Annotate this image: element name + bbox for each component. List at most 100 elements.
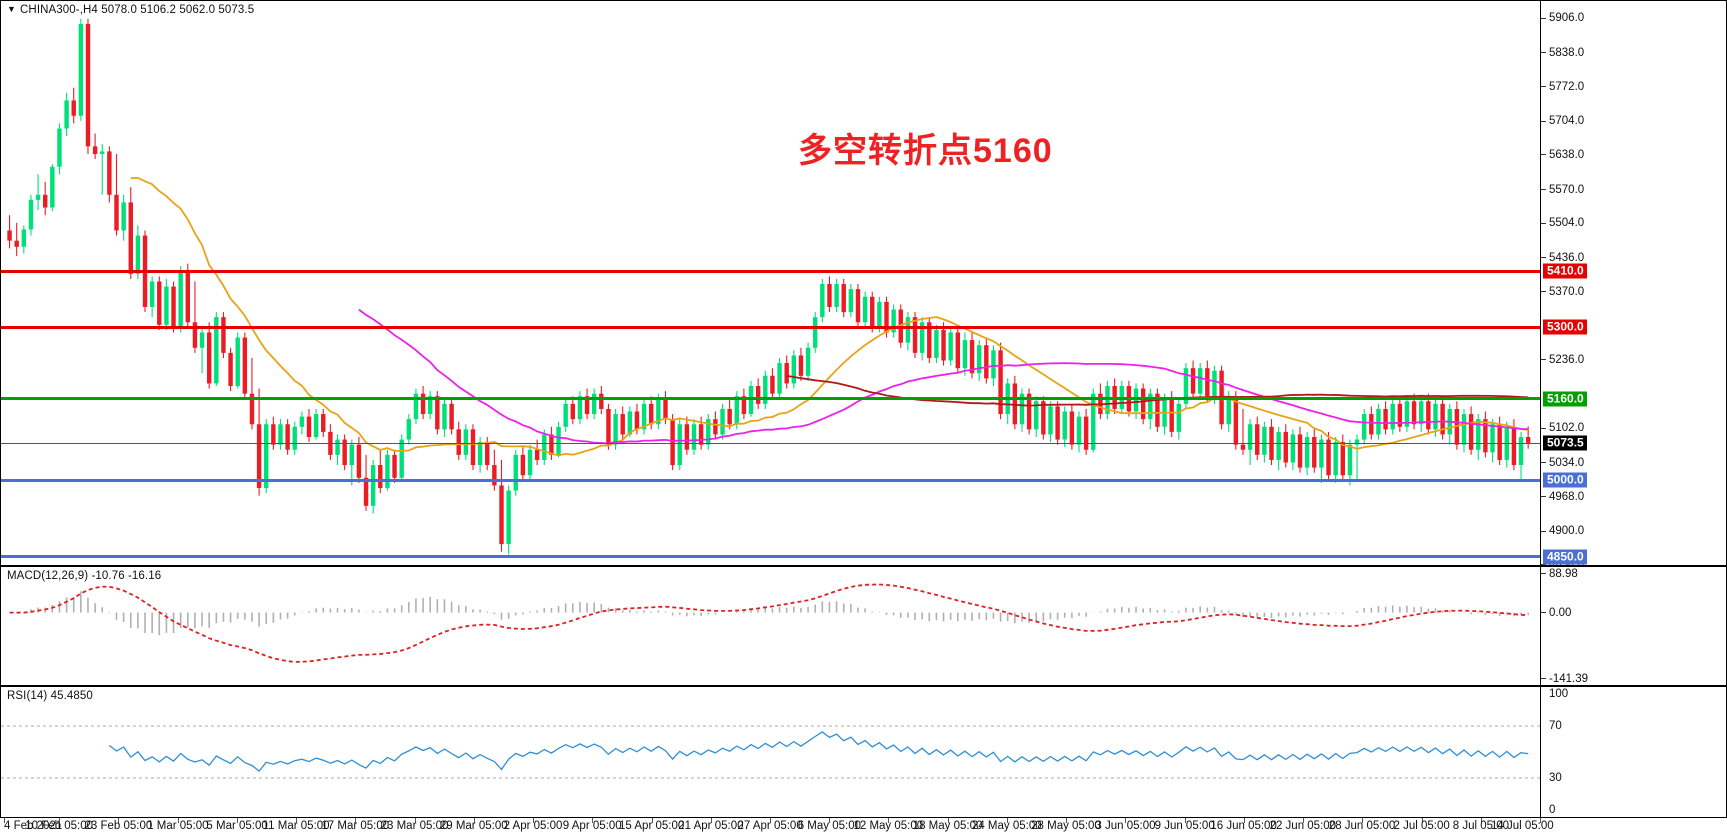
rsi-panel: 100 70 30 0 RSI(14) 45.4850 [0, 686, 1727, 818]
x-axis-label: 28 Jun 05:00 [1328, 820, 1396, 832]
x-axis-tick [1185, 818, 1186, 823]
x-axis-label: 29 Mar 05:00 [439, 820, 508, 832]
price-level-line-5300-0 [1, 325, 1540, 329]
x-axis-label: 23 Feb 05:00 [84, 820, 153, 832]
x-axis-tick [1540, 818, 1541, 823]
x-axis-label: 21 Apr 05:00 [678, 820, 744, 832]
x-axis-tick [592, 818, 593, 823]
x-axis-label: 14 Jul 05:00 [1491, 820, 1554, 832]
price-axis-tick: 5638.0 [1541, 149, 1584, 161]
price-axis-tick: 5906.0 [1541, 12, 1584, 24]
x-axis[interactable]: 4 Feb 2021 10 Feb 05:00 23 Feb 05:00 1 Mar … [0, 818, 1727, 840]
price-axis-tick: 5370.0 [1541, 286, 1584, 298]
macd-label: MACD(12,26,9) -10.76 -16.16 [7, 570, 162, 582]
x-axis-tick [59, 818, 60, 823]
price-y-axis[interactable]: 5906.0 5838.0 5772.0 5704.0 5638.0 5570.0 5504… [1540, 1, 1726, 565]
price-axis-tick: 4900.0 [1541, 525, 1584, 537]
price-axis-tick: 5838.0 [1541, 47, 1584, 59]
x-axis-label: 10 Feb 05:00 [25, 820, 93, 832]
x-axis-label: 28 May 05:00 [1031, 820, 1101, 832]
price-panel: 5906.0 5838.0 5772.0 5704.0 5638.0 5570.0 5504… [0, 0, 1727, 566]
x-axis-label: 23 Mar 05:00 [380, 820, 449, 832]
price-axis-tick: 5034.0 [1541, 457, 1584, 469]
x-axis-tick [1422, 818, 1423, 823]
symbol-header: ▼ CHINA300-,H4 5078.0 5106.2 5062.0 5073.… [7, 4, 254, 16]
price-level-tag-5410-0[interactable]: 5410.0 [1543, 263, 1587, 279]
x-axis-tick [533, 818, 534, 823]
rsi-axis-tick: 70 [1549, 720, 1562, 732]
macd-y-axis[interactable]: 88.98 0.00 -141.39 [1540, 567, 1726, 685]
x-axis-tick [829, 818, 830, 823]
x-axis-tick [4, 818, 5, 823]
x-axis-tick [296, 818, 297, 823]
x-axis-label: 27 Apr 05:00 [737, 820, 803, 832]
x-axis-label: 22 Jun 05:00 [1269, 820, 1337, 832]
x-axis-tick [1125, 818, 1126, 823]
rsi-label: RSI(14) 45.4850 [7, 690, 93, 702]
x-axis-tick [178, 818, 179, 823]
x-axis-label: 9 Apr 05:00 [562, 820, 622, 832]
x-axis-label: 18 May 05:00 [912, 820, 983, 832]
x-axis-tick [652, 818, 653, 823]
macd-axis-tick: 88.98 [1541, 568, 1578, 580]
price-plot-area[interactable] [1, 1, 1540, 565]
x-axis-label: 3 Jun 05:00 [1095, 820, 1156, 832]
rsi-y-axis[interactable]: 100 70 30 0 [1540, 687, 1726, 817]
x-axis-tick [1066, 818, 1067, 823]
x-axis-label: 1 Mar 05:00 [147, 820, 209, 832]
x-axis-label: 8 Jul 05:00 [1452, 820, 1510, 832]
x-axis-tick [888, 818, 889, 823]
x-axis-label: 6 May 05:00 [797, 820, 862, 832]
macd-axis-tick: 0.00 [1541, 607, 1571, 619]
price-level-tag-5160-0[interactable]: 5160.0 [1543, 391, 1587, 407]
rsi-svg [1, 725, 1540, 779]
x-axis-label: 9 Jun 05:00 [1154, 820, 1215, 832]
x-axis-label: 15 Apr 05:00 [619, 820, 685, 832]
x-axis-tick [237, 818, 238, 823]
x-axis-label: 5 Mar 05:00 [206, 820, 268, 832]
x-axis-tick [118, 818, 119, 823]
price-level-line-4850-0 [1, 555, 1540, 559]
rsi-plot-area[interactable] [1, 687, 1540, 817]
macd-panel: 88.98 0.00 -141.39 MACD(12,26,9) -10.76 -1… [0, 566, 1727, 686]
rsi-axis-tick: 30 [1549, 772, 1562, 784]
macd-axis-tick: -141.39 [1541, 673, 1588, 685]
x-axis-label: 11 Mar 05:00 [262, 820, 330, 832]
x-axis-tick [1481, 818, 1482, 823]
price-level-line-5160-0 [1, 397, 1540, 401]
x-axis-tick [415, 818, 416, 823]
x-axis-tick [711, 818, 712, 823]
x-axis-tick [474, 818, 475, 823]
macd-svg [9, 583, 1529, 663]
x-axis-label: 16 Jun 05:00 [1210, 820, 1277, 832]
price-axis-tick: 5570.0 [1541, 184, 1584, 196]
x-axis-tick [355, 818, 356, 823]
price-level-tag-4850-0[interactable]: 4850.0 [1543, 549, 1587, 565]
collapse-caret-icon[interactable]: ▼ [7, 4, 17, 14]
x-axis-tick [770, 818, 771, 823]
price-axis-tick: 5236.0 [1541, 354, 1584, 366]
price-axis-tick: 5504.0 [1541, 217, 1584, 229]
rsi-axis-tick: 100 [1549, 688, 1569, 700]
price-axis-tick: 4968.0 [1541, 491, 1584, 503]
price-axis-tick: 5772.0 [1541, 81, 1584, 93]
rsi-axis-tick: 0 [1549, 804, 1556, 816]
x-axis-tick [1362, 818, 1363, 823]
x-axis-label: 4 Feb 2021 [4, 820, 63, 832]
x-axis-label: 12 May 05:00 [853, 820, 924, 832]
x-axis-tick [1303, 818, 1304, 823]
price-level-tag-5000-0[interactable]: 5000.0 [1543, 472, 1587, 488]
price-annotation: 多空转折点5160 [798, 132, 1053, 170]
price-level-line-5410-0 [1, 269, 1540, 273]
x-axis-tick [1007, 818, 1008, 823]
price-axis-tick: 5436.0 [1541, 252, 1584, 264]
x-axis-label: 24 May 05:00 [971, 820, 1042, 832]
symbol-header-text: CHINA300-,H4 5078.0 5106.2 5062.0 5073.5 [20, 4, 255, 16]
x-axis-label: 2 Jul 05:00 [1393, 820, 1450, 832]
x-axis-tick [948, 818, 949, 823]
macd-plot-area[interactable] [1, 567, 1540, 685]
price-level-tag-5073-5[interactable]: 5073.5 [1543, 435, 1587, 451]
price-level-tag-5300-0[interactable]: 5300.0 [1543, 319, 1587, 335]
price-level-line-5000-0 [1, 478, 1540, 482]
